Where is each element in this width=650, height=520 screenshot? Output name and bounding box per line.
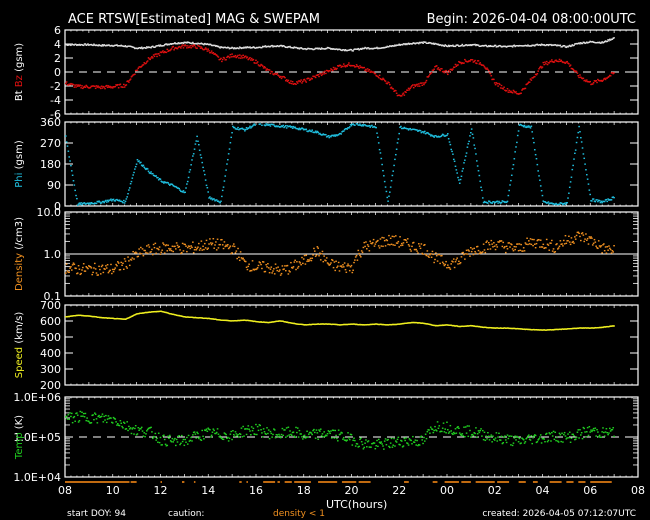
x-tick-label: 14	[201, 484, 215, 497]
panel-speed: 700 600 500 400 300 200 Speed (km/s)	[14, 299, 639, 392]
x-tick-label: 16	[249, 484, 263, 497]
y-tick-label: 400	[40, 347, 61, 360]
y-tick-label: 180	[40, 158, 61, 171]
series-phi	[65, 123, 615, 206]
y-axis-label: Speed (km/s)	[14, 312, 25, 379]
y-tick-label: 360	[40, 116, 61, 129]
created-timestamp: created: 2026-04-05 07:12:07UTC	[482, 509, 636, 519]
y-tick-label: 0	[54, 66, 61, 79]
caution-label: caution:	[168, 509, 204, 519]
y-axis-label: Bt Bz (gsm)	[14, 43, 25, 101]
y-tick-label: 500	[40, 331, 61, 344]
caution-density-note: density < 1	[273, 509, 325, 519]
chart-title: ACE RTSW[Estimated] MAG & SWEPAM	[68, 12, 320, 27]
y-axis-label: Density (/cm3)	[14, 217, 25, 291]
series-speed	[65, 310, 615, 331]
x-axis: 08 10 12 14 16 18 20 22 00 02 04 06 08	[58, 484, 645, 497]
y-tick-label: -4	[50, 94, 61, 107]
x-tick-label: 08	[631, 484, 645, 497]
y-tick-label: 0.1	[44, 290, 62, 303]
x-axis-label: UTC(hours)	[326, 498, 387, 511]
begin-timestamp: Begin: 2026-04-04 08:00:00UTC	[427, 12, 636, 27]
y-tick-label: 1.0	[44, 248, 62, 261]
y-tick-label: 200	[40, 379, 61, 392]
y-tick-label: -6	[50, 108, 61, 121]
series-bt	[65, 37, 615, 52]
y-tick-label: 270	[40, 137, 61, 150]
caution-bar	[65, 481, 612, 483]
y-tick-label: 2	[54, 52, 61, 65]
y-tick-label: 10.0	[37, 206, 62, 219]
start-doy: start DOY: 94	[67, 509, 126, 519]
x-tick-label: 08	[58, 484, 72, 497]
series-temp	[65, 410, 615, 450]
x-tick-label: 20	[345, 484, 359, 497]
panel-phi: 360 270 180 90 0 Phi (gsm)	[14, 116, 639, 213]
x-tick-label: 04	[536, 484, 550, 497]
series-density	[65, 231, 615, 276]
x-tick-label: 22	[392, 484, 406, 497]
y-tick-label: 4	[54, 38, 61, 51]
y-axis-label: Temp (K)	[14, 415, 25, 460]
y-tick-label: 1.0E+04	[13, 471, 61, 484]
series-bz	[65, 44, 615, 97]
x-tick-label: 18	[297, 484, 311, 497]
y-tick-label: 1.0E+06	[13, 391, 61, 404]
panel-density: 10.0 1.0 0.1 Density (/cm3)	[14, 206, 639, 303]
y-tick-label: 300	[40, 363, 61, 376]
y-tick-label: -2	[50, 80, 61, 93]
y-tick-label: 90	[47, 179, 61, 192]
x-tick-label: 02	[488, 484, 502, 497]
y-tick-label: 1.0E+05	[13, 431, 61, 444]
y-tick-label: 6	[54, 24, 61, 37]
x-tick-label: 10	[106, 484, 120, 497]
y-tick-label: 600	[40, 315, 61, 328]
y-axis-label: Phi (gsm)	[14, 140, 25, 188]
panel-temp: 1.0E+06 1.0E+05 1.0E+04 Temp (K)	[13, 391, 639, 484]
x-tick-label: 00	[440, 484, 454, 497]
x-tick-label: 12	[154, 484, 168, 497]
x-tick-label: 06	[583, 484, 597, 497]
y-tick-label: 0	[54, 200, 61, 213]
y-tick-label: 700	[40, 299, 61, 312]
